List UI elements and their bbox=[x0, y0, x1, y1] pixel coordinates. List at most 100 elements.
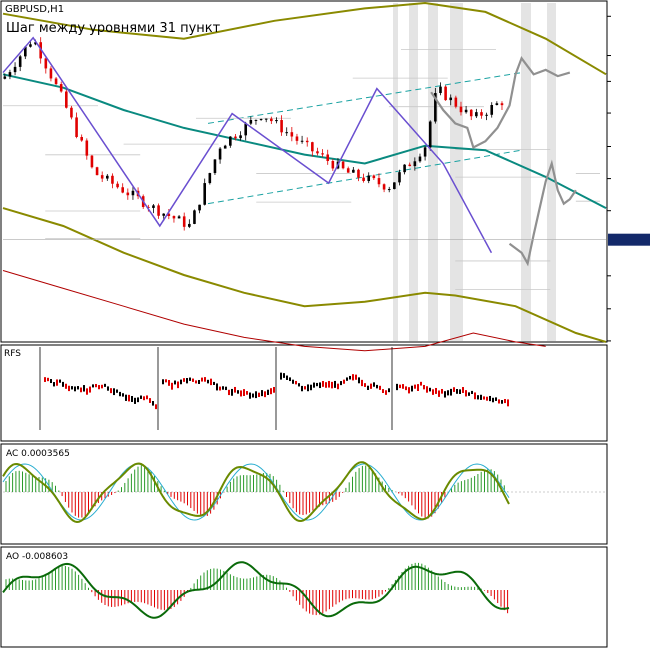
candle bbox=[362, 177, 365, 182]
rfs-bar bbox=[98, 385, 100, 390]
rfs-bar bbox=[325, 382, 327, 388]
rfs-bar bbox=[201, 377, 203, 382]
rfs-bar bbox=[507, 399, 509, 407]
candle bbox=[408, 164, 412, 167]
rfs-bar bbox=[352, 374, 354, 381]
candle bbox=[449, 97, 453, 101]
rfs-pane bbox=[0, 344, 608, 442]
rfs-bar bbox=[483, 396, 485, 400]
rfs-bar bbox=[498, 399, 500, 404]
candle bbox=[234, 136, 237, 139]
rfs-bar bbox=[146, 395, 148, 400]
rfs-bar bbox=[89, 386, 91, 393]
rfs-bar bbox=[186, 378, 188, 384]
rfs-bar bbox=[286, 375, 288, 380]
rfs-bar bbox=[408, 387, 410, 394]
rfs-bar bbox=[316, 382, 318, 387]
candle bbox=[54, 78, 58, 85]
rfs-bar bbox=[501, 400, 503, 404]
rfs-bar bbox=[252, 393, 254, 398]
candle bbox=[208, 173, 212, 184]
rfs-bar bbox=[195, 380, 197, 384]
candle bbox=[100, 175, 104, 179]
rfs-bar bbox=[349, 375, 351, 380]
rfs-bar bbox=[477, 395, 479, 400]
rfs-bar bbox=[231, 388, 233, 396]
candle bbox=[300, 140, 304, 142]
candle bbox=[275, 120, 278, 122]
rfs-bar bbox=[468, 392, 470, 396]
rfs-bar bbox=[140, 395, 142, 399]
rfs-bar bbox=[459, 389, 461, 395]
candle bbox=[49, 68, 53, 79]
candle bbox=[485, 114, 488, 116]
candle bbox=[18, 56, 22, 67]
rfs-bar bbox=[243, 389, 245, 396]
rfs-bar bbox=[423, 384, 425, 390]
symbol-label: GBPUSD,H1 bbox=[5, 4, 64, 15]
rfs-bar bbox=[319, 382, 321, 389]
rfs-bar bbox=[180, 379, 182, 385]
rfs-bar bbox=[280, 372, 282, 380]
rfs-bar bbox=[346, 377, 348, 381]
rfs-bar bbox=[307, 384, 309, 392]
candle bbox=[439, 86, 442, 94]
rfs-bar bbox=[480, 394, 482, 400]
candle bbox=[500, 103, 504, 106]
rfs-bar bbox=[174, 380, 176, 385]
rfs-bar bbox=[313, 382, 315, 388]
rfs-bar bbox=[292, 379, 294, 384]
rfs-bar bbox=[465, 390, 467, 397]
candle bbox=[434, 93, 437, 122]
rfs-bar bbox=[228, 389, 230, 396]
rfs-bar bbox=[204, 377, 206, 382]
ac-line bbox=[2, 461, 510, 524]
rfs-bar bbox=[453, 387, 455, 392]
candle bbox=[454, 97, 458, 107]
current-price-box bbox=[608, 233, 650, 246]
rfs-label: RFS bbox=[4, 349, 21, 359]
candle bbox=[495, 103, 499, 106]
candle bbox=[147, 206, 150, 208]
candle bbox=[331, 161, 335, 169]
rfs-bar bbox=[128, 394, 130, 402]
candle bbox=[490, 105, 494, 115]
candle bbox=[357, 169, 360, 178]
rfs-bar bbox=[62, 381, 64, 387]
ao-pane bbox=[0, 546, 608, 648]
candle bbox=[377, 178, 381, 185]
candle bbox=[70, 107, 73, 118]
rfs-bar bbox=[134, 397, 136, 404]
time-band bbox=[547, 3, 556, 341]
rfs-bar bbox=[198, 379, 200, 384]
candle bbox=[59, 84, 63, 92]
candle bbox=[352, 169, 355, 173]
rfs-bar bbox=[295, 380, 297, 385]
rfs-bar bbox=[304, 386, 306, 390]
rfs-bar bbox=[364, 383, 366, 387]
rfs-bar bbox=[65, 383, 67, 389]
candle bbox=[106, 175, 109, 179]
candle bbox=[326, 154, 330, 162]
candle bbox=[311, 142, 314, 152]
ac-pane bbox=[0, 443, 608, 545]
candle bbox=[254, 119, 258, 121]
candle bbox=[167, 213, 171, 217]
rfs-bar bbox=[429, 387, 431, 392]
candle bbox=[382, 184, 386, 190]
candle bbox=[413, 161, 417, 167]
rfs-bar bbox=[116, 389, 118, 393]
rfs-bar bbox=[328, 380, 330, 388]
rfs-bar bbox=[399, 384, 401, 389]
rfs-bar bbox=[68, 385, 70, 392]
candle bbox=[239, 135, 242, 139]
rfs-bar bbox=[110, 388, 112, 394]
rfs-bar bbox=[104, 383, 106, 387]
rfs-bar bbox=[152, 401, 154, 406]
rfs-bar bbox=[426, 386, 428, 393]
rfs-bar bbox=[471, 390, 473, 395]
rfs-bar bbox=[492, 397, 494, 403]
candle bbox=[34, 42, 37, 45]
moving-average bbox=[2, 73, 607, 209]
